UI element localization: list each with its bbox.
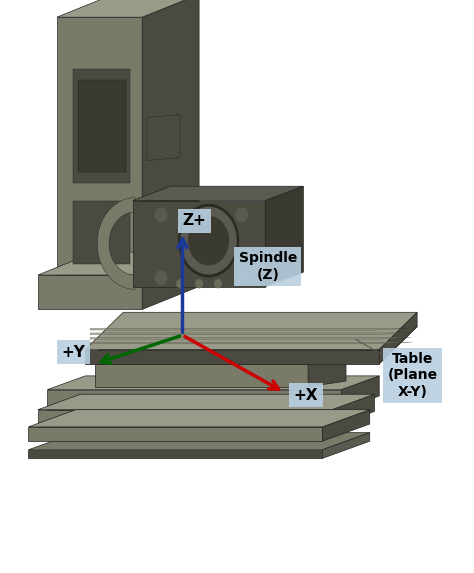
Polygon shape bbox=[28, 427, 322, 441]
Circle shape bbox=[215, 280, 221, 288]
Polygon shape bbox=[73, 69, 130, 183]
Circle shape bbox=[189, 217, 228, 265]
Text: Table
(Plane
X-Y): Table (Plane X-Y) bbox=[387, 352, 438, 398]
Polygon shape bbox=[95, 364, 308, 387]
Polygon shape bbox=[38, 275, 142, 309]
Polygon shape bbox=[47, 390, 341, 410]
Polygon shape bbox=[90, 342, 412, 344]
Circle shape bbox=[155, 271, 167, 285]
Polygon shape bbox=[57, 17, 142, 275]
Polygon shape bbox=[147, 115, 180, 160]
Polygon shape bbox=[38, 252, 199, 275]
Circle shape bbox=[236, 208, 247, 222]
Polygon shape bbox=[28, 410, 370, 427]
Polygon shape bbox=[90, 333, 410, 335]
Polygon shape bbox=[265, 186, 303, 286]
Polygon shape bbox=[57, 0, 199, 17]
Polygon shape bbox=[38, 394, 374, 410]
Polygon shape bbox=[133, 201, 265, 286]
Polygon shape bbox=[28, 450, 322, 458]
Polygon shape bbox=[28, 433, 370, 450]
Circle shape bbox=[155, 208, 167, 222]
Polygon shape bbox=[78, 80, 126, 172]
Polygon shape bbox=[379, 312, 417, 364]
Polygon shape bbox=[322, 433, 370, 458]
Circle shape bbox=[181, 207, 236, 274]
Polygon shape bbox=[142, 0, 199, 275]
Text: Z+: Z+ bbox=[182, 213, 206, 228]
Polygon shape bbox=[90, 337, 411, 339]
Text: +Y: +Y bbox=[62, 345, 85, 360]
Circle shape bbox=[236, 271, 247, 285]
Polygon shape bbox=[38, 410, 332, 427]
Circle shape bbox=[177, 280, 183, 288]
Polygon shape bbox=[341, 376, 379, 410]
Polygon shape bbox=[85, 312, 417, 350]
Polygon shape bbox=[308, 358, 346, 387]
Text: Spindle
(Z): Spindle (Z) bbox=[238, 252, 297, 281]
Text: +X: +X bbox=[293, 388, 318, 403]
Polygon shape bbox=[133, 186, 303, 201]
Polygon shape bbox=[47, 376, 379, 390]
Polygon shape bbox=[322, 410, 370, 441]
Polygon shape bbox=[73, 201, 130, 264]
Polygon shape bbox=[142, 252, 199, 309]
Polygon shape bbox=[85, 350, 379, 364]
Polygon shape bbox=[97, 198, 135, 289]
Circle shape bbox=[196, 280, 202, 288]
Polygon shape bbox=[332, 394, 374, 427]
Polygon shape bbox=[90, 328, 408, 330]
Polygon shape bbox=[85, 327, 417, 364]
Circle shape bbox=[179, 205, 238, 277]
